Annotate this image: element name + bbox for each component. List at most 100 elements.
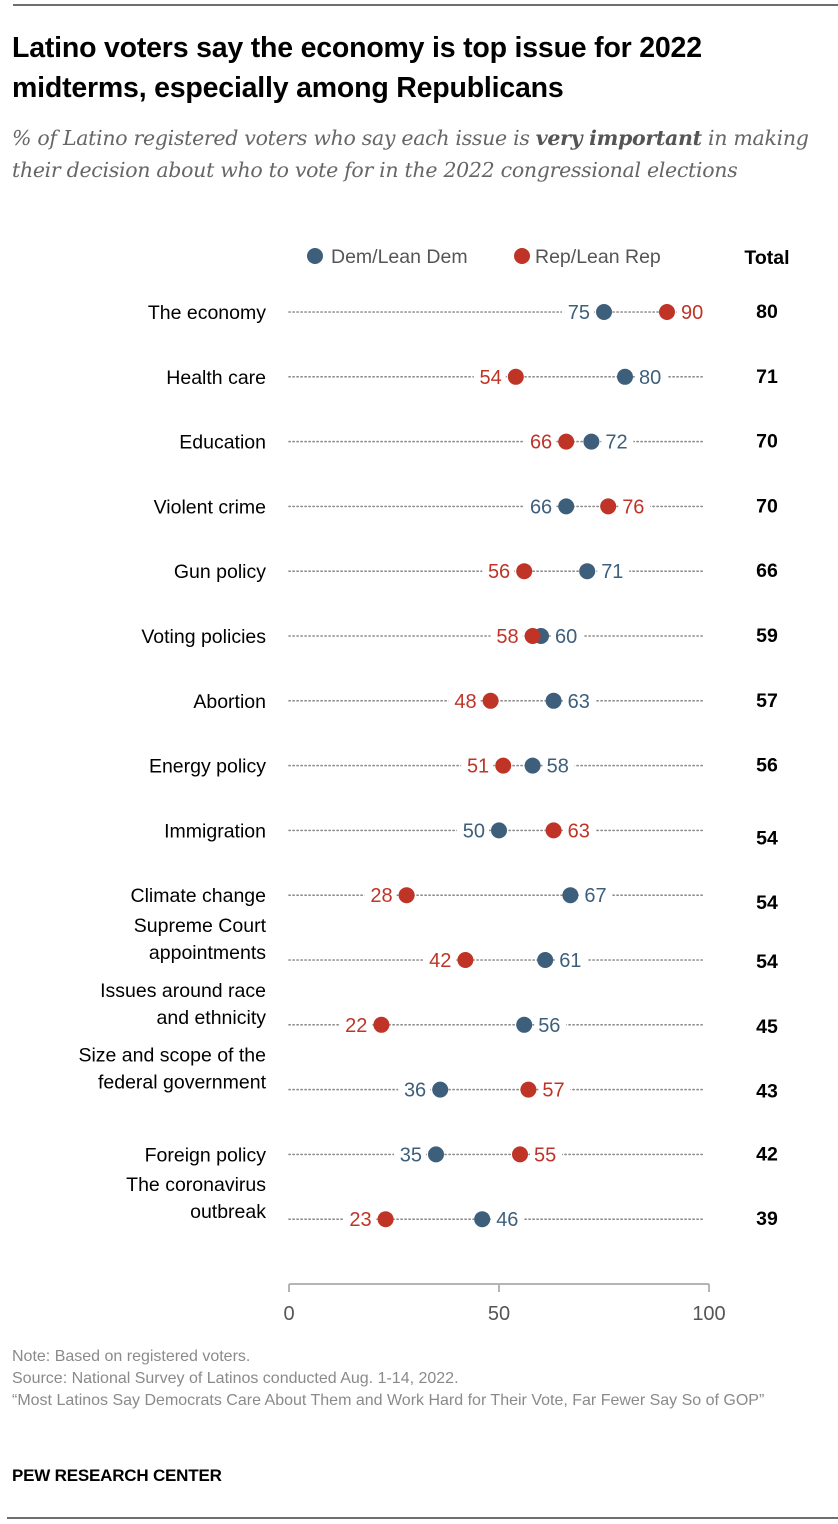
category-label-line: Foreign policy	[145, 1144, 267, 1166]
category-label: Size and scope of the federal government	[78, 1045, 266, 1094]
pew-research-center-logo: PEW RESEARCH CENTER	[12, 1466, 222, 1485]
chart-row: Immigration 50 63 54	[164, 820, 778, 849]
category-label-line: federal government	[98, 1072, 267, 1094]
category-label: Energy policy	[149, 756, 266, 778]
category-label-line: Size and scope of the	[78, 1045, 266, 1067]
dem-value-label: 75	[568, 302, 590, 324]
category-label: Gun policy	[174, 561, 266, 583]
rep-value-label: 22	[345, 1015, 367, 1037]
label-knockout	[524, 431, 557, 452]
chart-row: The coronavirus outbreak 23 46 39	[126, 1174, 778, 1231]
dem-dot	[558, 498, 575, 515]
dem-value-label: 67	[584, 885, 606, 907]
label-knockout	[580, 885, 613, 906]
label-knockout	[551, 626, 583, 646]
category-label: Issues around race and ethnicity	[100, 980, 266, 1029]
category-label-line: Gun policy	[174, 561, 266, 583]
chart-rows: The economy 75 90 80 Health care 54 80 71 Educat…	[78, 301, 778, 1231]
chart-row: Voting policies 58 60 59	[141, 625, 778, 648]
total-value: 56	[756, 755, 778, 777]
category-label-line: Abortion	[193, 691, 266, 713]
rep-value-label: 23	[349, 1209, 371, 1231]
rep-dot	[659, 304, 675, 320]
label-knockout	[563, 820, 596, 841]
chart-row: Violent crime 66 76 70	[154, 495, 778, 518]
rep-value-label: 66	[530, 432, 552, 454]
dem-dot	[537, 952, 554, 968]
total-value: 54	[756, 892, 778, 914]
rep-value-label: 56	[488, 561, 510, 583]
dem-value-label: 63	[568, 691, 590, 713]
rep-dot	[524, 628, 541, 644]
category-label-line: The economy	[148, 302, 266, 324]
category-label-line: and ethnicity	[157, 1007, 267, 1029]
rep-value-label: 57	[542, 1080, 564, 1102]
label-knockout	[364, 885, 397, 906]
total-value: 59	[756, 625, 778, 647]
label-knockout	[490, 626, 523, 646]
category-label-line: Climate change	[131, 885, 267, 907]
category-label: Voting policies	[141, 626, 266, 648]
label-knockout	[534, 1014, 567, 1035]
dem-dot	[562, 887, 579, 904]
legend-rep-marker	[514, 248, 530, 264]
legend-dem-marker	[307, 248, 323, 264]
rep-dot	[457, 952, 474, 968]
rep-dot	[482, 692, 499, 709]
legend-rep-label: Rep/Lean Rep	[535, 246, 661, 268]
category-label: Foreign policy	[145, 1144, 267, 1166]
rep-dot	[600, 498, 617, 515]
label-knockout	[339, 1014, 372, 1035]
rep-value-label: 58	[496, 626, 518, 648]
label-knockout	[482, 561, 515, 582]
total-value: 45	[756, 1016, 778, 1038]
label-knockout	[398, 1079, 431, 1100]
category-label-line: Energy policy	[149, 756, 266, 778]
label-knockout	[542, 755, 575, 776]
x-tick-label: 0	[283, 1303, 294, 1325]
legend-dem-label: Dem/Lean Dem	[331, 246, 468, 268]
rep-value-label: 28	[370, 885, 392, 907]
category-label-line: outbreak	[190, 1201, 266, 1223]
total-value: 43	[756, 1081, 778, 1103]
label-knockout	[562, 302, 594, 322]
category-label-line: appointments	[149, 942, 266, 964]
dem-value-label: 50	[463, 820, 485, 842]
chart-row: Supreme Court appointments 42 61 54	[134, 915, 778, 973]
dem-value-label: 66	[530, 496, 552, 518]
category-label-line: Issues around race	[100, 980, 266, 1002]
subtitle-tail: in making their decision about who to vo…	[12, 126, 809, 182]
label-knockout	[524, 496, 557, 517]
category-label: Education	[179, 432, 266, 454]
source-text: Source: National Survey of Latinos condu…	[12, 1370, 459, 1387]
label-knockout	[423, 950, 456, 970]
dem-dot	[516, 1016, 533, 1033]
total-value: 54	[756, 827, 778, 849]
dem-dot	[474, 1211, 491, 1228]
dem-dot	[524, 757, 541, 774]
label-knockout	[601, 431, 634, 452]
dem-value-label: 56	[538, 1015, 560, 1037]
dem-dot	[583, 433, 600, 450]
category-label-line: Education	[179, 432, 266, 454]
rep-dot	[516, 563, 533, 580]
label-knockout	[530, 1144, 562, 1165]
label-knockout	[492, 1209, 525, 1230]
report-title: “Most Latinos Say Democrats Care About T…	[12, 1392, 765, 1409]
rep-dot	[545, 822, 562, 839]
rep-dot	[520, 1081, 537, 1098]
category-label-line: The coronavirus	[126, 1174, 266, 1196]
category-label-line: Violent crime	[154, 496, 266, 518]
total-value: 70	[756, 431, 778, 453]
dem-value-label: 71	[601, 561, 623, 583]
rep-dot	[398, 887, 415, 904]
chart-row: Abortion 48 63 57	[193, 690, 777, 713]
rep-value-label: 63	[568, 820, 590, 842]
dem-value-label: 61	[559, 950, 581, 972]
label-knockout	[461, 755, 494, 776]
label-knockout	[448, 690, 481, 711]
label-knockout	[343, 1209, 376, 1230]
top-rule	[13, 4, 838, 6]
chart-subtitle: % of Latino registered voters who say ea…	[12, 122, 812, 186]
label-knockout	[538, 1079, 571, 1100]
